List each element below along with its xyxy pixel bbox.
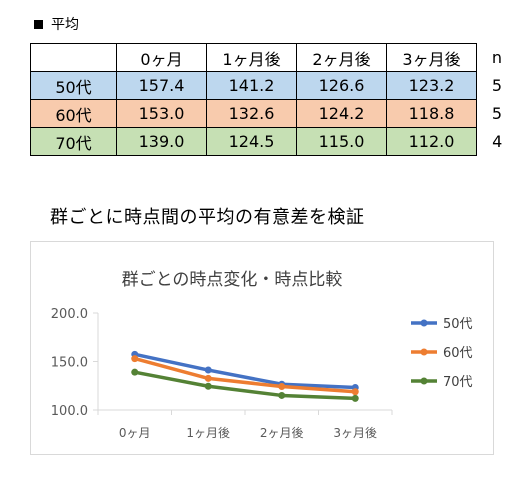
section-header: 平均 [34,14,79,34]
table-cell: 112.0 [386,127,477,156]
data-point [204,382,212,390]
data-point [131,368,139,376]
column-header: 2ヶ月後 [296,43,387,72]
legend-label: 70代 [443,375,473,390]
table-corner-cell [30,43,117,72]
table-row: 60代 153.0 132.6 124.2 118.8 5 [30,99,518,128]
average-table: 0ヶ月 1ヶ月後 2ヶ月後 3ヶ月後 n 50代 157.4 141.2 126… [30,43,518,156]
chart-title: 群ごとの時点変化・時点比較 [122,270,343,290]
row-label: 60代 [30,99,117,128]
table-cell: 157.4 [116,71,207,100]
n-value: 4 [492,132,503,151]
data-point [131,355,139,363]
table-cell: 141.2 [206,71,297,100]
table-cell: 115.0 [296,127,387,156]
x-tick-label: 3ヶ月後 [333,426,377,440]
table-cell: 124.5 [206,127,297,156]
data-point [204,366,212,374]
legend-label: 60代 [443,346,473,361]
legend-marker [420,348,428,356]
data-point [278,383,286,391]
table-cell: 132.6 [206,99,297,128]
section-title: 平均 [51,17,79,33]
x-tick-label: 1ヶ月後 [186,426,230,440]
table-row: 70代 139.0 124.5 115.0 112.0 4 [30,127,518,156]
data-point [351,394,359,402]
series-line [134,352,356,390]
table-cell: 118.8 [386,99,477,128]
y-tick-label: 200.0 [51,307,88,322]
square-bullet-icon [34,19,43,29]
row-label: 50代 [30,71,117,100]
column-header: 1ヶ月後 [206,43,297,72]
column-header: 3ヶ月後 [386,43,477,72]
table-cell: 124.2 [296,99,387,128]
legend-marker [420,377,428,385]
table-header-row: 0ヶ月 1ヶ月後 2ヶ月後 3ヶ月後 n [30,43,518,72]
chart-area: 群ごとの時点変化・時点比較 100.0 150.0 200.0 0ヶ月 1ヶ月後 2ヶ月後 3… [30,241,494,455]
legend-marker [420,319,428,327]
y-tick-label: 100.0 [51,404,88,419]
data-point [278,391,286,399]
series-line [134,356,356,394]
series-line [134,370,356,401]
n-value: 5 [491,104,503,123]
row-label: 70代 [30,127,117,156]
table-cell: 123.2 [386,71,477,100]
n-column-header: n [491,48,503,67]
subheading: 群ごとに時点間の平均の有意差を検証 [50,207,365,228]
line-chart: 群ごとの時点変化・時点比較 100.0 150.0 200.0 0ヶ月 1ヶ月後 2ヶ月後 3… [51,270,473,440]
table-cell: 153.0 [116,99,207,128]
data-point [351,388,359,396]
x-tick-label: 0ヶ月 [119,426,151,440]
x-tick-label: 2ヶ月後 [260,426,304,440]
table-cell: 139.0 [116,127,207,156]
table-row: 50代 157.4 141.2 126.6 123.2 5 [30,71,518,100]
n-value: 5 [491,76,503,95]
column-header: 0ヶ月 [116,43,207,72]
data-point [204,374,212,382]
y-tick-label: 150.0 [51,356,88,371]
legend-label: 50代 [443,317,473,332]
table-cell: 126.6 [296,71,387,100]
